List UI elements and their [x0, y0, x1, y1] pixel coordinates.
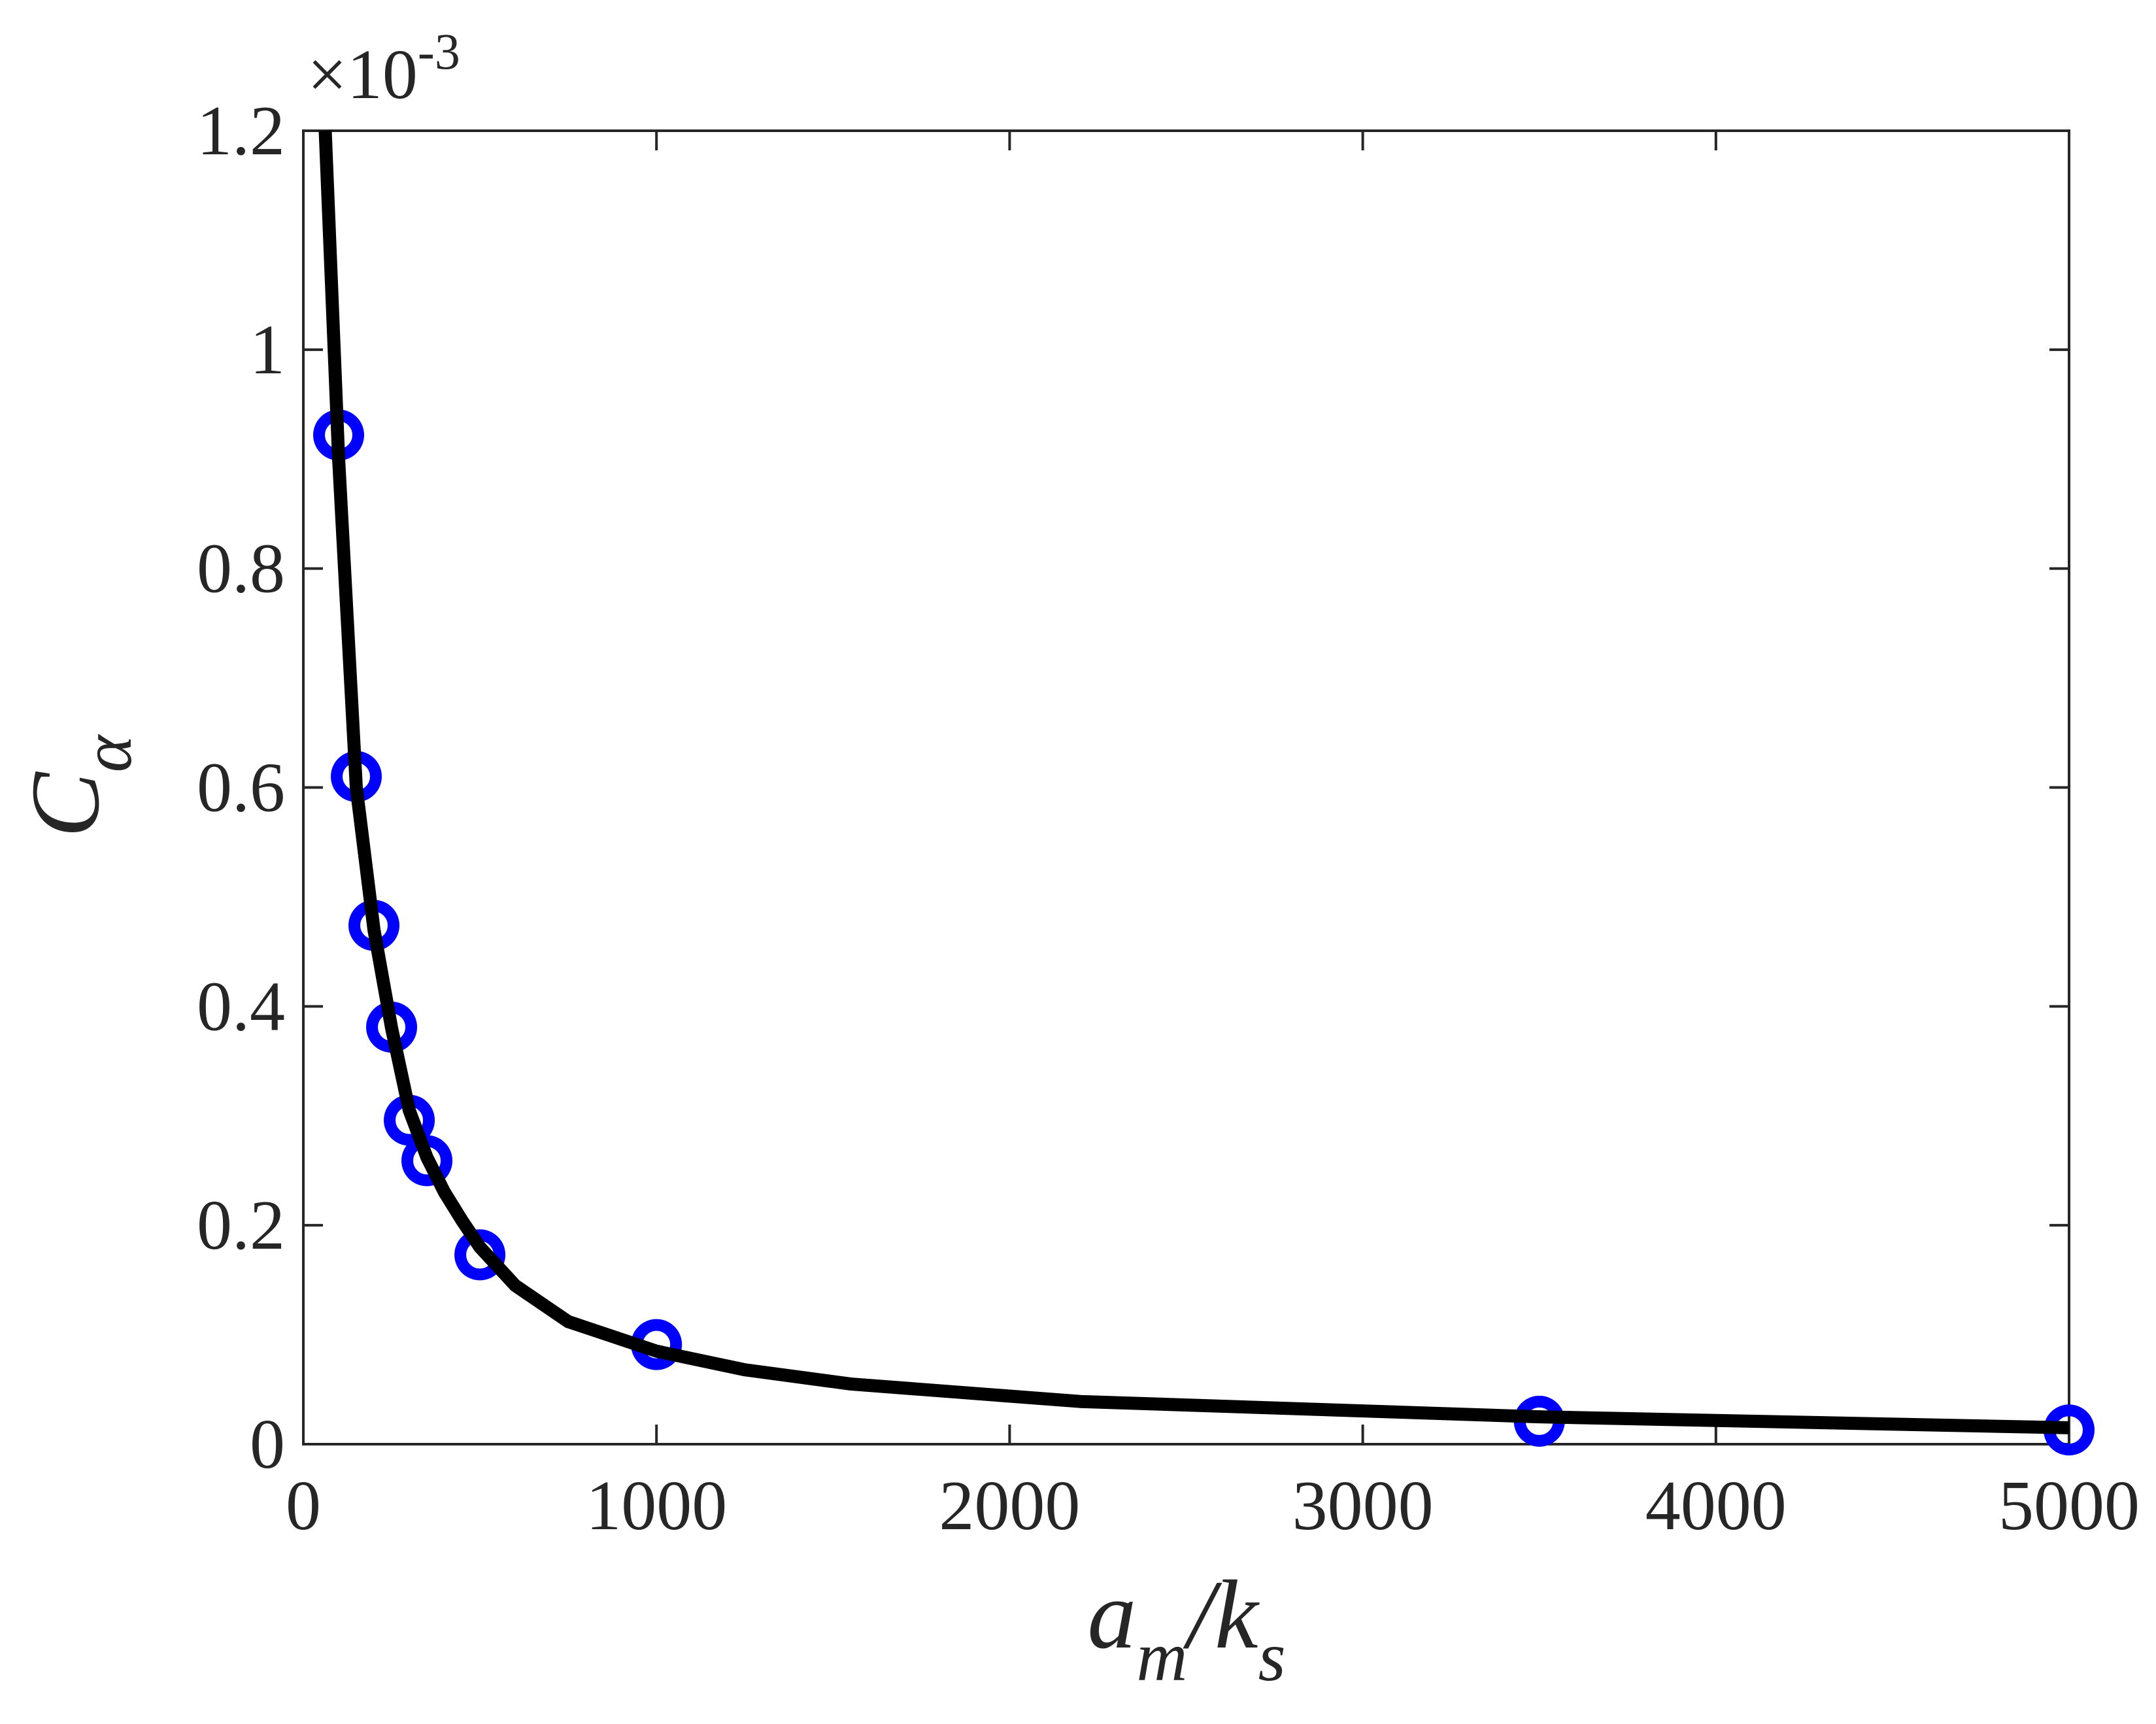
x-label-part: a	[1087, 1561, 1136, 1669]
x-tick-label: 1000	[586, 1467, 727, 1545]
y-tick-label: 0.4	[197, 968, 285, 1045]
y-tick-label: 1	[250, 311, 285, 389]
multiplier-exponent: -3	[418, 23, 460, 80]
y-tick-label: 0.6	[197, 749, 285, 827]
multiplier-base: ×10	[307, 36, 418, 114]
x-tick-label: 5000	[1998, 1467, 2140, 1545]
x-axis-label: am/ks	[1087, 1561, 1285, 1696]
x-tick-label: 0	[286, 1467, 321, 1545]
x-tick-label: 4000	[1645, 1467, 1787, 1545]
plot-frame	[302, 129, 2070, 1445]
x-label-sub: s	[1258, 1618, 1286, 1696]
y-tick-label: 1.2	[197, 92, 285, 170]
y-label-sub: α	[69, 734, 146, 772]
x-label-part: /k	[1183, 1561, 1260, 1669]
y-tick-label: 0.2	[197, 1187, 285, 1264]
x-tick-label: 3000	[1292, 1467, 1434, 1545]
x-tick-label: 2000	[939, 1467, 1080, 1545]
y-axis-label: Cα	[11, 734, 146, 837]
y-label-part: C	[11, 771, 120, 837]
fit-line	[318, 130, 2070, 1434]
y-multiplier: ×10-3	[307, 23, 460, 114]
data-point	[454, 1229, 506, 1281]
y-tick-label: 0.8	[197, 530, 285, 608]
x-label-sub: m	[1136, 1618, 1187, 1696]
y-tick-label: 0	[250, 1406, 285, 1483]
